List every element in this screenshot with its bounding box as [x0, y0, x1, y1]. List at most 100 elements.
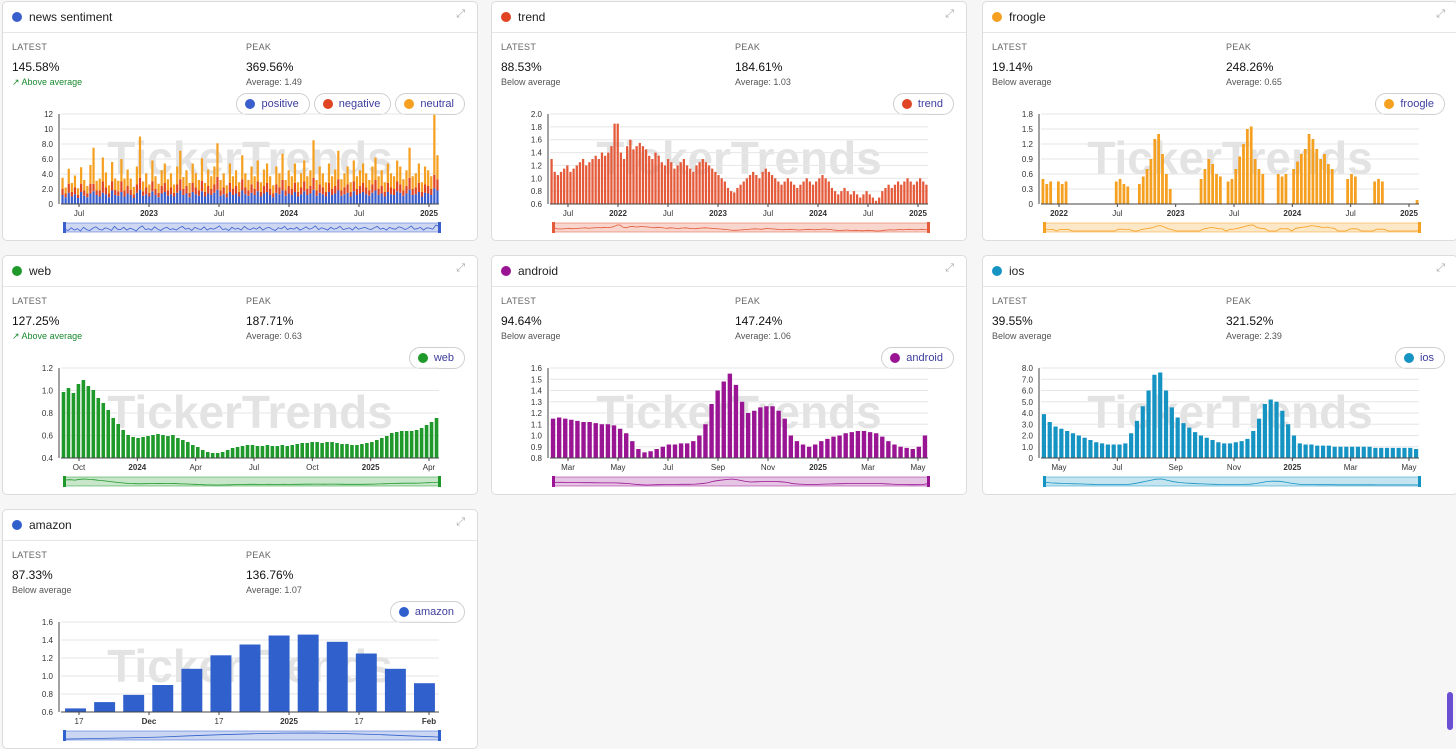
bar-web[interactable] — [195, 447, 200, 458]
bar-neutral[interactable] — [281, 153, 284, 180]
bar-positive[interactable] — [293, 192, 297, 204]
bar-neutral[interactable] — [185, 170, 188, 186]
bar-web[interactable] — [270, 446, 275, 458]
bar-trend[interactable] — [717, 175, 720, 204]
bar-web[interactable] — [156, 434, 160, 458]
bar-amazon[interactable] — [326, 641, 348, 712]
bar-positive[interactable] — [160, 193, 163, 205]
bar-positive[interactable] — [83, 195, 86, 204]
bar-android[interactable] — [788, 435, 794, 459]
bar-neutral[interactable] — [306, 176, 309, 189]
bar-positive[interactable] — [420, 196, 424, 205]
bar-negative[interactable] — [104, 187, 108, 195]
bar-positive[interactable] — [318, 192, 321, 204]
bar-positive[interactable] — [352, 191, 355, 204]
bar-trend[interactable] — [799, 184, 802, 204]
bar-neutral[interactable] — [371, 166, 374, 185]
bar-negative[interactable] — [76, 195, 80, 198]
bar-positive[interactable] — [250, 192, 253, 204]
bar-trend[interactable] — [824, 178, 827, 204]
bar-ios[interactable] — [1146, 390, 1151, 459]
bar-neutral[interactable] — [272, 185, 275, 194]
bar-web[interactable] — [280, 445, 285, 458]
bar-ios[interactable] — [1204, 437, 1209, 458]
bar-android[interactable] — [550, 418, 556, 458]
navigator-window[interactable] — [64, 730, 440, 741]
bar-positive[interactable] — [368, 195, 371, 204]
bar-neutral[interactable] — [231, 176, 235, 189]
bar-trend[interactable] — [777, 181, 780, 205]
bar-positive[interactable] — [228, 192, 231, 204]
bar-amazon[interactable] — [413, 683, 435, 712]
bar-positive[interactable] — [296, 196, 300, 205]
bar-negative[interactable] — [293, 183, 297, 192]
bar-froogle[interactable] — [1141, 176, 1145, 205]
bar-trend[interactable] — [613, 123, 616, 204]
bar-negative[interactable] — [244, 187, 247, 195]
bar-web[interactable] — [434, 418, 439, 458]
bar-web[interactable] — [106, 410, 111, 458]
bar-trend[interactable] — [840, 191, 843, 204]
bar-trend[interactable] — [774, 178, 777, 204]
bar-neutral[interactable] — [327, 163, 331, 184]
bar-trend[interactable] — [594, 155, 597, 204]
navigator-window[interactable] — [553, 476, 929, 487]
legend-chip-froogle[interactable]: froogle — [1375, 93, 1445, 115]
bar-ios[interactable] — [1070, 433, 1076, 458]
bar-ios[interactable] — [1280, 410, 1285, 458]
bar-positive[interactable] — [408, 189, 411, 204]
bar-ios[interactable] — [1245, 438, 1250, 459]
bar-neutral[interactable] — [141, 181, 145, 192]
bar-android[interactable] — [721, 381, 726, 459]
bar-negative[interactable] — [219, 190, 222, 196]
bar-negative[interactable] — [92, 183, 95, 192]
bar-positive[interactable] — [287, 193, 290, 205]
bar-neutral[interactable] — [383, 182, 386, 192]
bar-ios[interactable] — [1373, 447, 1378, 459]
bar-positive[interactable] — [417, 192, 420, 204]
bar-ios[interactable] — [1227, 443, 1233, 459]
bar-neutral[interactable] — [234, 170, 238, 186]
bar-negative[interactable] — [330, 189, 334, 195]
bar-trend[interactable] — [830, 187, 834, 204]
bar-trend[interactable] — [654, 152, 657, 204]
bar-negative[interactable] — [132, 194, 135, 198]
bar-positive[interactable] — [132, 198, 135, 204]
bar-neutral[interactable] — [114, 178, 117, 190]
bar-android[interactable] — [581, 422, 586, 458]
bar-positive[interactable] — [411, 195, 414, 204]
bar-froogle[interactable] — [1199, 179, 1203, 204]
bar-neutral[interactable] — [61, 177, 64, 189]
bar-froogle[interactable] — [1211, 164, 1215, 204]
bar-trend[interactable] — [704, 162, 708, 204]
bar-positive[interactable] — [67, 192, 70, 204]
bar-ios[interactable] — [1239, 441, 1244, 459]
bar-neutral[interactable] — [399, 166, 402, 185]
bar-neutral[interactable] — [259, 182, 262, 192]
bar-neutral[interactable] — [396, 160, 399, 182]
bar-trend[interactable] — [575, 165, 578, 204]
bar-negative[interactable] — [107, 193, 111, 198]
bar-froogle[interactable] — [1276, 174, 1280, 204]
bar-positive[interactable] — [361, 192, 365, 204]
range-navigator[interactable] — [1043, 222, 1421, 233]
range-navigator[interactable] — [552, 222, 930, 233]
bar-android[interactable] — [886, 441, 891, 458]
range-navigator[interactable] — [552, 476, 930, 487]
bar-froogle[interactable] — [1377, 179, 1380, 204]
expand-icon[interactable]: ⤢ — [945, 8, 954, 20]
bar-froogle[interactable] — [1137, 184, 1141, 204]
bar-ios[interactable] — [1274, 401, 1279, 458]
bar-trend[interactable] — [660, 162, 663, 204]
bar-positive[interactable] — [191, 192, 194, 204]
bar-negative[interactable] — [135, 184, 139, 193]
bar-trend[interactable] — [638, 142, 641, 204]
bar-ios[interactable] — [1291, 435, 1297, 459]
bar-neutral[interactable] — [330, 176, 334, 189]
bar-positive[interactable] — [402, 195, 405, 204]
bar-positive[interactable] — [157, 197, 160, 204]
bar-neutral[interactable] — [92, 147, 95, 184]
bar-positive[interactable] — [365, 194, 368, 204]
bar-trend[interactable] — [767, 171, 771, 204]
bar-froogle[interactable] — [1296, 161, 1299, 205]
